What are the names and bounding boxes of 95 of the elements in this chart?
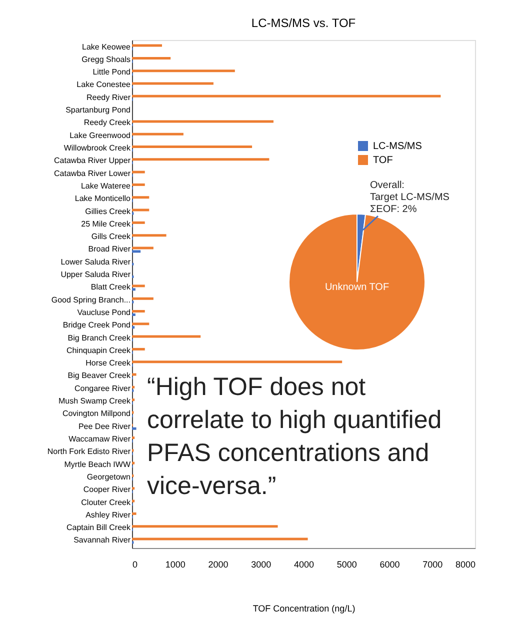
bar <box>132 348 145 350</box>
bar <box>132 313 136 316</box>
y-tick-label: Lake Monticello <box>74 194 132 204</box>
y-tick-label: Captain Bill Creek <box>66 523 132 532</box>
y-tick-label: Good Spring Branch... <box>51 295 130 304</box>
y-tick-label: Myrtle Beach IWW <box>64 460 131 469</box>
y-tick-label: Blatt Creek <box>90 282 132 292</box>
y-tick-label: North Fork Edisto River <box>47 447 131 456</box>
bar <box>132 436 135 440</box>
bar <box>132 373 136 376</box>
y-tick-label: Catawba River Upper <box>54 156 131 166</box>
x-tick-label: 1000 <box>165 560 186 570</box>
y-tick-label: Cooper River <box>83 485 131 494</box>
bar <box>132 196 150 199</box>
bar <box>132 427 136 430</box>
bar <box>132 158 270 161</box>
pie-slice <box>288 214 426 350</box>
bar <box>132 234 166 237</box>
y-tick-label: Big Beaver Creek <box>68 371 132 380</box>
bar <box>132 183 145 186</box>
bar <box>132 170 145 174</box>
y-tick-label: Ashley River <box>86 510 131 520</box>
x-tick-label: 6000 <box>380 560 400 570</box>
legend-label: LC-MS/MS <box>373 141 422 152</box>
y-tick-label: Reedy River <box>86 92 131 102</box>
y-tick-label: Willowbrook Creek <box>64 143 132 152</box>
y-tick-label: Lake Conestee <box>76 80 132 90</box>
y-tick-label: Little Pond <box>92 68 130 77</box>
y-tick-label: Gillies Creek <box>85 206 132 216</box>
bar <box>132 326 135 329</box>
slice-label: Unknown TOF <box>324 282 390 293</box>
y-tick-label: Lake Keowee <box>82 42 132 52</box>
bar <box>132 208 150 212</box>
x-tick-label: 3000 <box>251 560 272 570</box>
annotation: “High TOF does not correlate to high quantified PFAS concentrations and vice-versa.” <box>147 373 442 500</box>
bar <box>132 386 135 388</box>
x-tick-label: 8000 <box>455 560 476 570</box>
bar <box>132 310 145 312</box>
y-tick-label: Bridge Creek Pond <box>62 320 130 330</box>
bar <box>132 500 135 502</box>
bar <box>132 246 154 250</box>
y-tick-label: Congaree River <box>74 384 131 393</box>
y-tick-label: Vaucluse Pond <box>77 308 130 317</box>
bar <box>132 120 274 123</box>
y-tick-label: Chinquapin Creek <box>66 346 132 355</box>
bar <box>132 70 235 72</box>
y-tick-label: Lake Wateree <box>80 181 132 190</box>
y-tick-label: Georgetown <box>86 472 130 482</box>
bar <box>132 525 278 528</box>
y-tick-label: Gregg Shoals <box>82 54 130 64</box>
y-tick-label: Spartanburg Pond <box>66 106 130 115</box>
bar <box>132 56 171 60</box>
bar <box>132 538 308 540</box>
y-tick-label: Mush Swamp Creek <box>58 396 132 406</box>
bar <box>132 132 184 136</box>
y-tick-label: Clouter Creek <box>81 498 132 507</box>
bar <box>132 512 136 515</box>
y-tick-label: Gills Creek <box>91 232 132 242</box>
bar <box>132 146 252 148</box>
y-tick-label: Catawba River Lower <box>54 168 131 178</box>
bar <box>132 297 154 300</box>
y-tick-label: Big Branch Creek <box>68 333 132 342</box>
bar <box>132 94 441 98</box>
chart-title: LC-MS/MS vs. TOF <box>251 16 356 30</box>
y-tick-label: Waccamaw River <box>68 434 131 444</box>
bar <box>132 284 145 288</box>
bar <box>132 221 145 224</box>
y-tick-label: Upper Saluda River <box>60 270 131 280</box>
y-tick-label: Lake Greenwood <box>70 130 130 140</box>
bar <box>132 44 162 47</box>
bar <box>132 250 141 253</box>
bar <box>132 288 136 291</box>
bar <box>132 322 150 326</box>
y-tick-label: Lower Saluda River <box>60 257 131 266</box>
annotation: Overall: Target LC-MS/MS ΣEOF: 2% <box>370 180 450 215</box>
y-tick-label: Broad River <box>88 244 131 254</box>
y-tick-label: Savannah River <box>74 536 131 545</box>
x-axis-title: TOF Concentration (ng/L) <box>252 604 356 614</box>
y-tick-label: Pee Dee River <box>78 422 131 431</box>
y-tick-label: Covington Millpond <box>62 409 130 418</box>
x-tick-label: 0 <box>132 560 138 570</box>
x-tick-label: 7000 <box>422 560 443 570</box>
bar <box>132 82 214 85</box>
bar <box>132 462 135 464</box>
y-tick-label: Reedy Creek <box>84 118 132 128</box>
bar <box>132 398 135 402</box>
y-tick-label: Horse Creek <box>86 358 132 368</box>
bar <box>132 360 342 364</box>
bar <box>132 335 201 338</box>
x-tick-label: 2000 <box>208 560 228 570</box>
x-tick-label: 4000 <box>294 560 314 570</box>
bar <box>132 487 135 490</box>
y-tick-label: 25 Mile Creek <box>81 219 132 228</box>
x-tick-label: 5000 <box>336 560 357 570</box>
legend-label: TOF <box>373 155 393 166</box>
